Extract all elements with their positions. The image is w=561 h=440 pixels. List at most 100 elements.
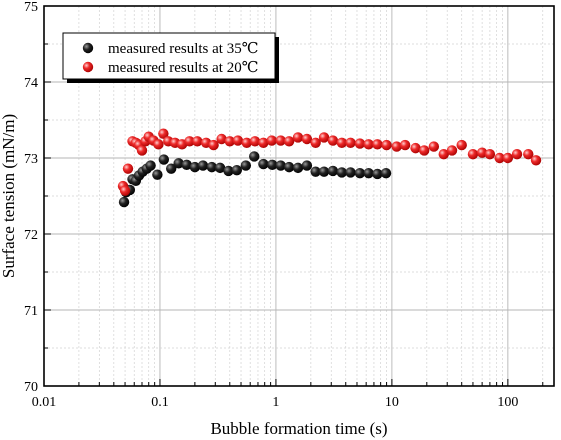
data-point — [266, 135, 277, 146]
data-point — [494, 152, 505, 164]
legend-label-20c: measured results at 20℃ — [108, 60, 259, 76]
x-tick-label: 100 — [497, 395, 518, 410]
data-point — [153, 139, 164, 150]
data-point — [523, 149, 534, 160]
data-point — [399, 139, 411, 151]
data-point — [301, 133, 313, 145]
data-point — [181, 159, 192, 171]
data-point — [241, 137, 252, 148]
data-point — [249, 136, 261, 147]
data-point — [166, 163, 177, 174]
data-point — [354, 168, 366, 179]
data-point — [336, 137, 348, 148]
y-axis-title: Surface tension (mN/m) — [0, 114, 18, 278]
data-point — [345, 167, 356, 178]
x-tick-label: 0.01 — [32, 395, 57, 410]
data-point — [301, 160, 313, 171]
y-tick-label: 70 — [24, 380, 38, 395]
data-point — [152, 169, 163, 180]
data-point — [118, 196, 130, 208]
y-tick-label: 74 — [24, 76, 38, 91]
data-point — [206, 161, 218, 173]
data-point — [511, 149, 523, 160]
data-point — [318, 166, 330, 177]
y-tick-label: 75 — [24, 0, 38, 15]
tick-labels: 0.01 0.1 1 10 100 70 71 72 73 74 75 — [24, 0, 518, 410]
data-point — [372, 168, 383, 180]
data-point — [275, 160, 286, 171]
data-point — [363, 168, 374, 179]
data-point — [292, 162, 304, 174]
legend: measured results at 35℃ measured results… — [62, 32, 279, 83]
data-point — [197, 160, 209, 171]
data-point — [119, 185, 131, 196]
data-point — [467, 149, 479, 160]
data-point — [283, 136, 295, 147]
data-point — [224, 136, 235, 147]
data-point — [145, 160, 156, 171]
data-point — [192, 136, 203, 147]
data-point — [184, 136, 195, 147]
data-point — [258, 137, 269, 148]
data-point — [428, 141, 440, 152]
data-point — [446, 145, 458, 156]
data-point — [310, 166, 321, 177]
data-point — [502, 152, 514, 164]
data-point — [336, 167, 348, 178]
grid — [43, 5, 554, 387]
data-point — [310, 137, 321, 148]
data-point — [391, 141, 402, 152]
data-point — [327, 135, 339, 146]
data-point — [380, 168, 392, 179]
data-point — [327, 165, 339, 177]
x-tick-label: 1 — [272, 395, 279, 410]
data-point — [249, 151, 260, 162]
data-point — [318, 132, 330, 143]
data-point — [410, 142, 421, 154]
data-point — [345, 137, 356, 148]
data-point — [292, 132, 304, 143]
data-point — [240, 160, 252, 171]
data-point — [530, 155, 542, 166]
data-point — [232, 135, 244, 146]
data-point — [189, 161, 201, 173]
data-points — [117, 128, 542, 208]
legend-marker-35c — [82, 42, 94, 54]
data-point — [208, 139, 219, 151]
data-point — [173, 158, 184, 169]
series-35c — [118, 151, 392, 208]
y-tick-label: 73 — [24, 152, 38, 167]
data-point — [158, 128, 169, 139]
data-point — [258, 158, 269, 170]
x-axis-title: Bubble formation time (s) — [210, 419, 387, 438]
data-point — [231, 164, 243, 176]
series-20c — [117, 128, 542, 196]
data-point — [136, 145, 148, 156]
data-point — [438, 149, 449, 160]
data-point — [372, 139, 383, 150]
data-point — [363, 139, 374, 150]
data-point — [381, 139, 392, 151]
data-point — [354, 138, 366, 149]
data-point — [223, 165, 234, 177]
data-point — [158, 154, 170, 165]
x-tick-label: 10 — [385, 395, 399, 410]
y-tick-label: 71 — [24, 304, 38, 319]
legend-box — [62, 32, 276, 80]
legend-marker-20c — [82, 61, 94, 73]
data-point — [214, 162, 226, 174]
data-point — [122, 163, 134, 174]
data-point — [283, 161, 295, 173]
data-point — [476, 147, 488, 158]
data-point — [275, 135, 286, 146]
data-point — [419, 145, 430, 156]
y-tick-label: 72 — [24, 228, 38, 243]
data-point — [267, 159, 278, 171]
data-point — [216, 133, 227, 145]
plot-frame — [43, 5, 555, 387]
legend-label-35c: measured results at 35℃ — [108, 41, 259, 57]
data-point — [484, 149, 496, 160]
data-point — [456, 139, 467, 151]
x-tick-label: 0.1 — [151, 395, 169, 410]
